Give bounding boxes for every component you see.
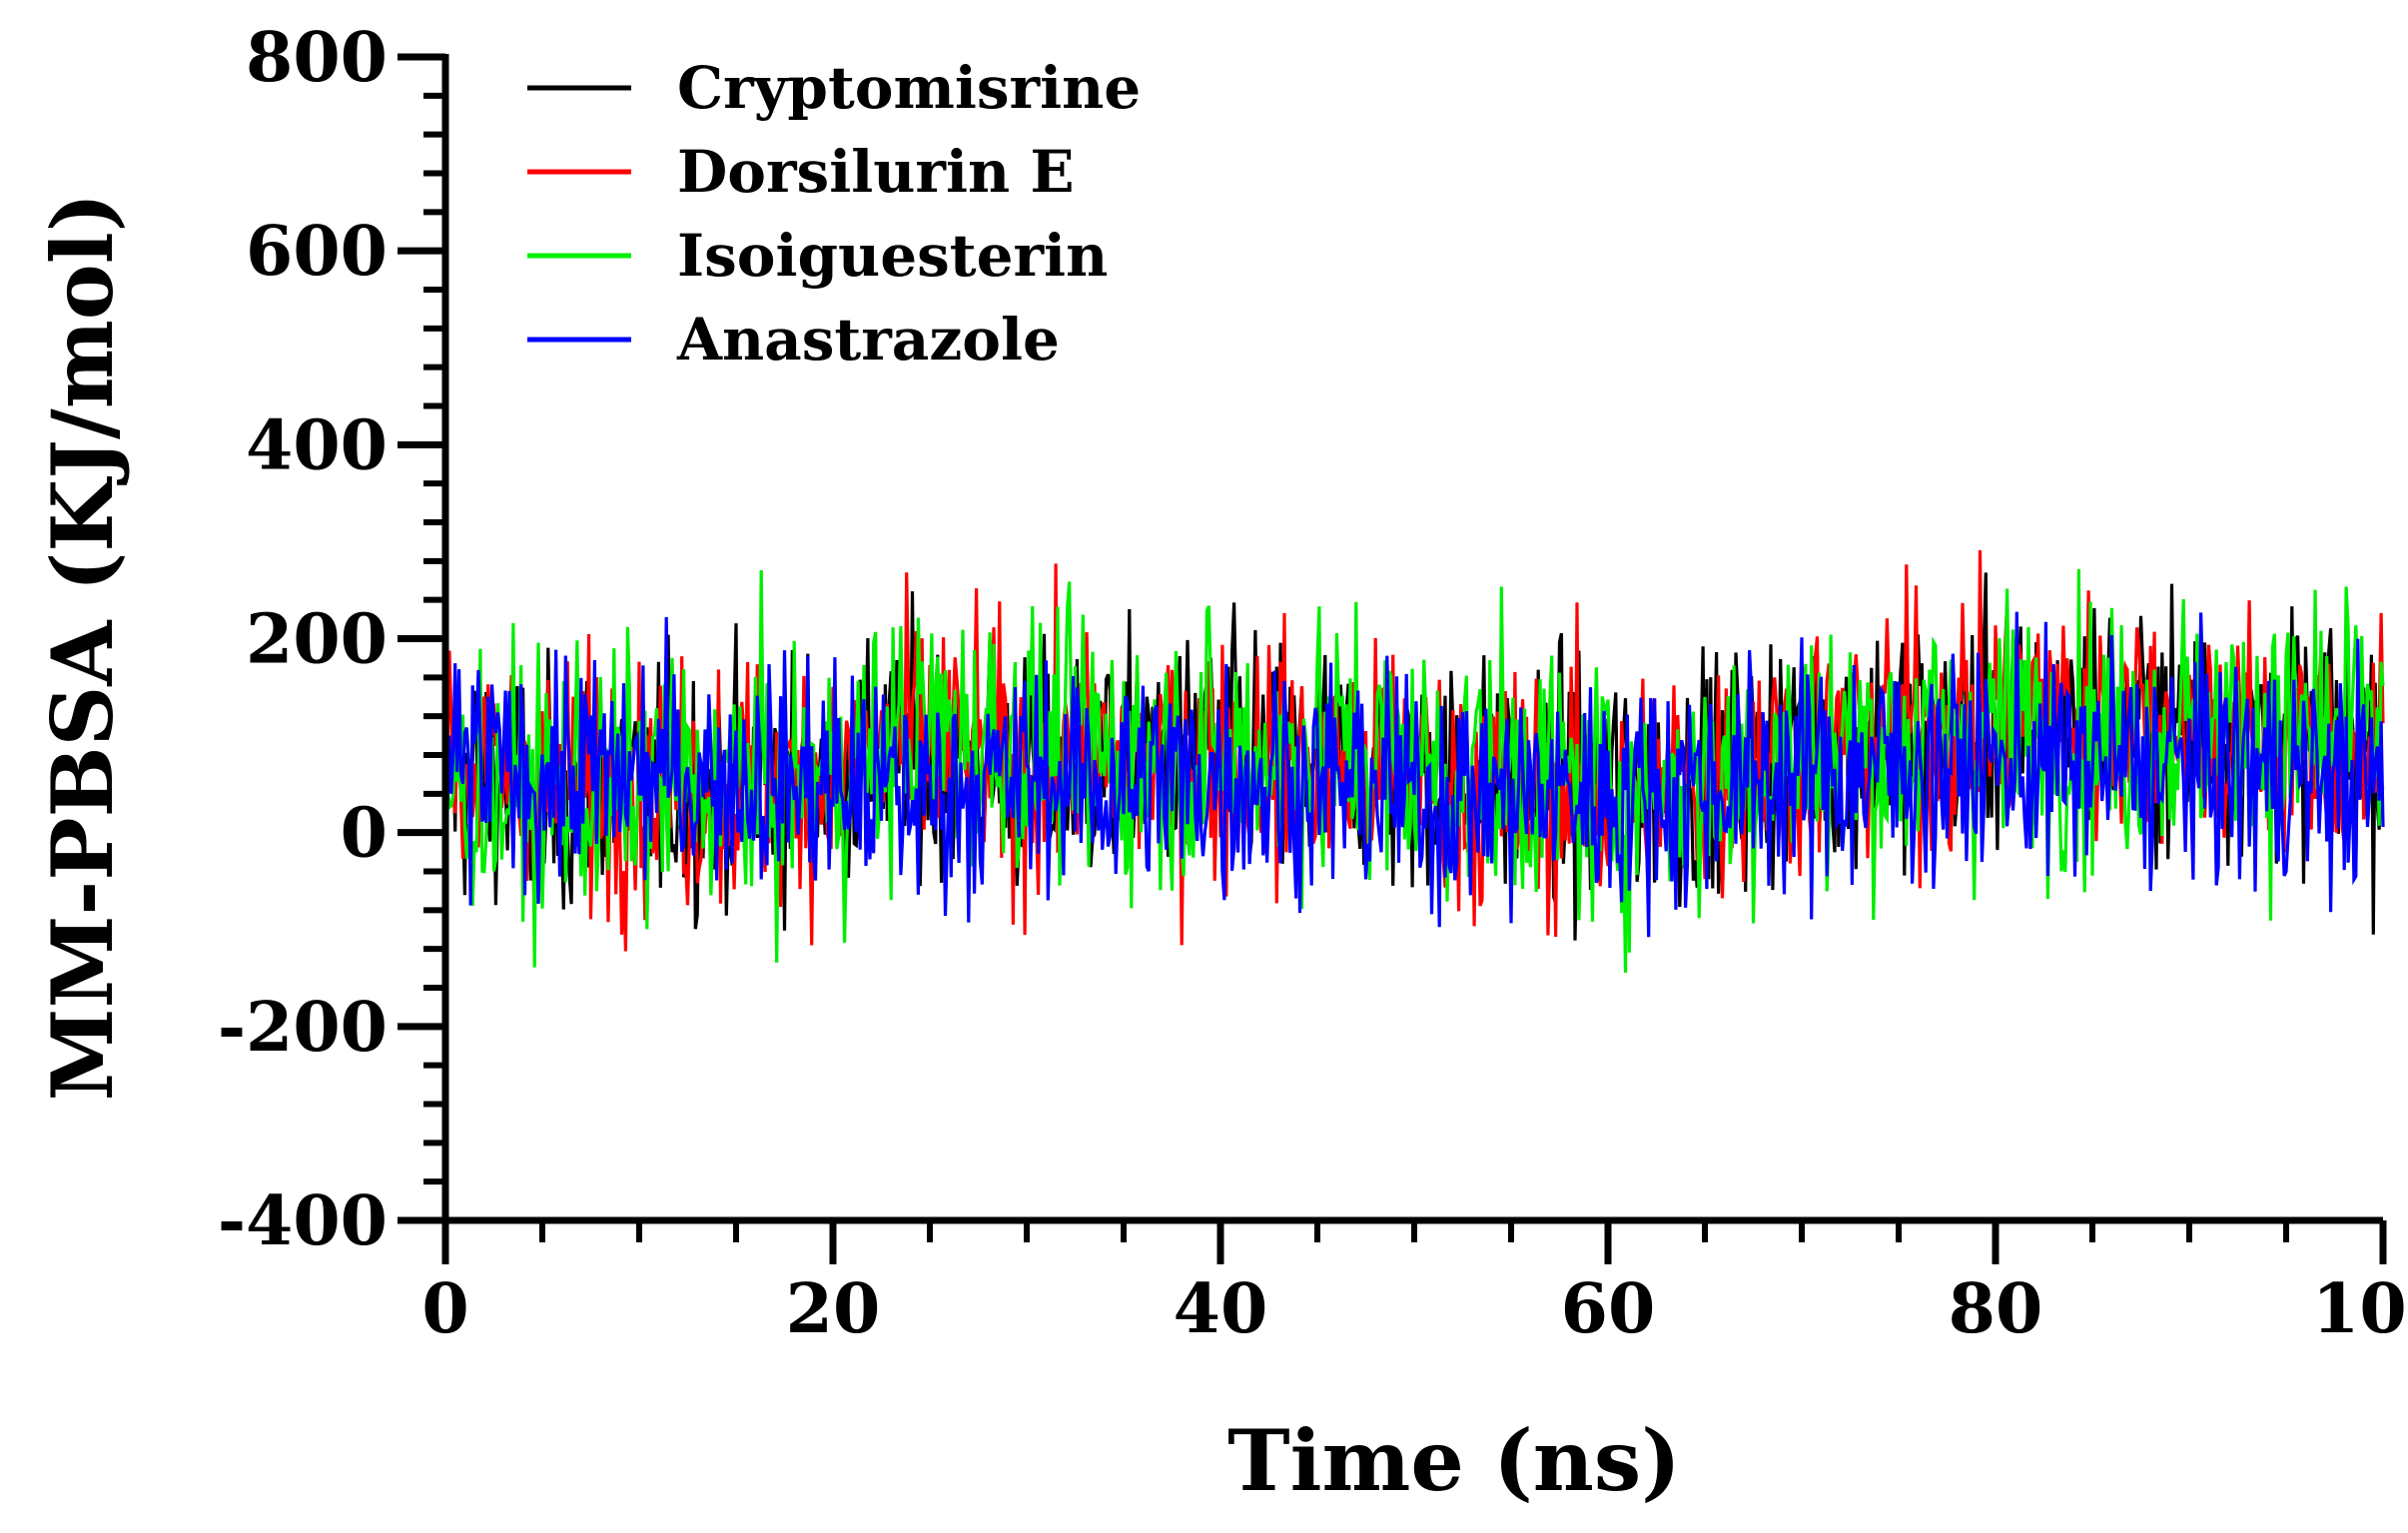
x-tick-label: 40 [1174,1269,1268,1349]
legend-label: Isoiguesterin [677,222,1108,290]
y-tick-label: 0 [341,794,388,874]
y-axis-title: MM-PBSA (KJ/mol) [33,193,132,1102]
legend: Cryptomisrine Dorsilurin E Isoiguesterin An… [527,54,1141,374]
y-tick-label: 600 [246,212,388,292]
y-tick-label: -400 [218,1181,388,1261]
ticks-layer: -400 -200 0 200 400 600 800 0 20 40 60 80 100 [218,18,2408,1349]
x-tick-label: 20 [786,1269,881,1349]
legend-label: Cryptomisrine [677,54,1141,122]
y-tick-label: 200 [246,600,388,680]
legend-label: Anastrazole [676,306,1060,374]
x-tick-label: 60 [1561,1269,1656,1349]
y-tick-label: -200 [218,988,388,1068]
series-line-4 [443,611,2385,938]
y-tick-label: 400 [246,405,388,485]
y-tick-label: 800 [246,18,388,98]
x-tick-label: 0 [421,1269,468,1349]
series-layer [443,549,2385,973]
legend-label: Dorsilurin E [677,138,1075,206]
x-tick-label: 80 [1949,1269,2043,1349]
x-tick-label: 100 [2312,1269,2408,1349]
x-axis-title: Time (ns) [1227,1411,1681,1510]
